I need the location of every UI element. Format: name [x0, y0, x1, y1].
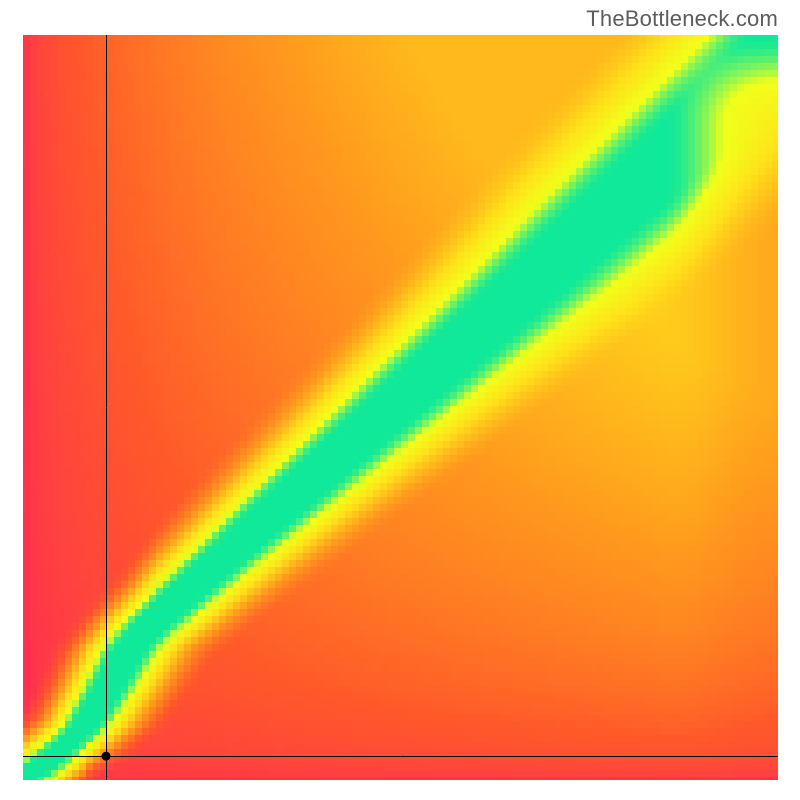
watermark-text: TheBottleneck.com: [586, 6, 778, 32]
crosshair-overlay: [0, 0, 800, 800]
